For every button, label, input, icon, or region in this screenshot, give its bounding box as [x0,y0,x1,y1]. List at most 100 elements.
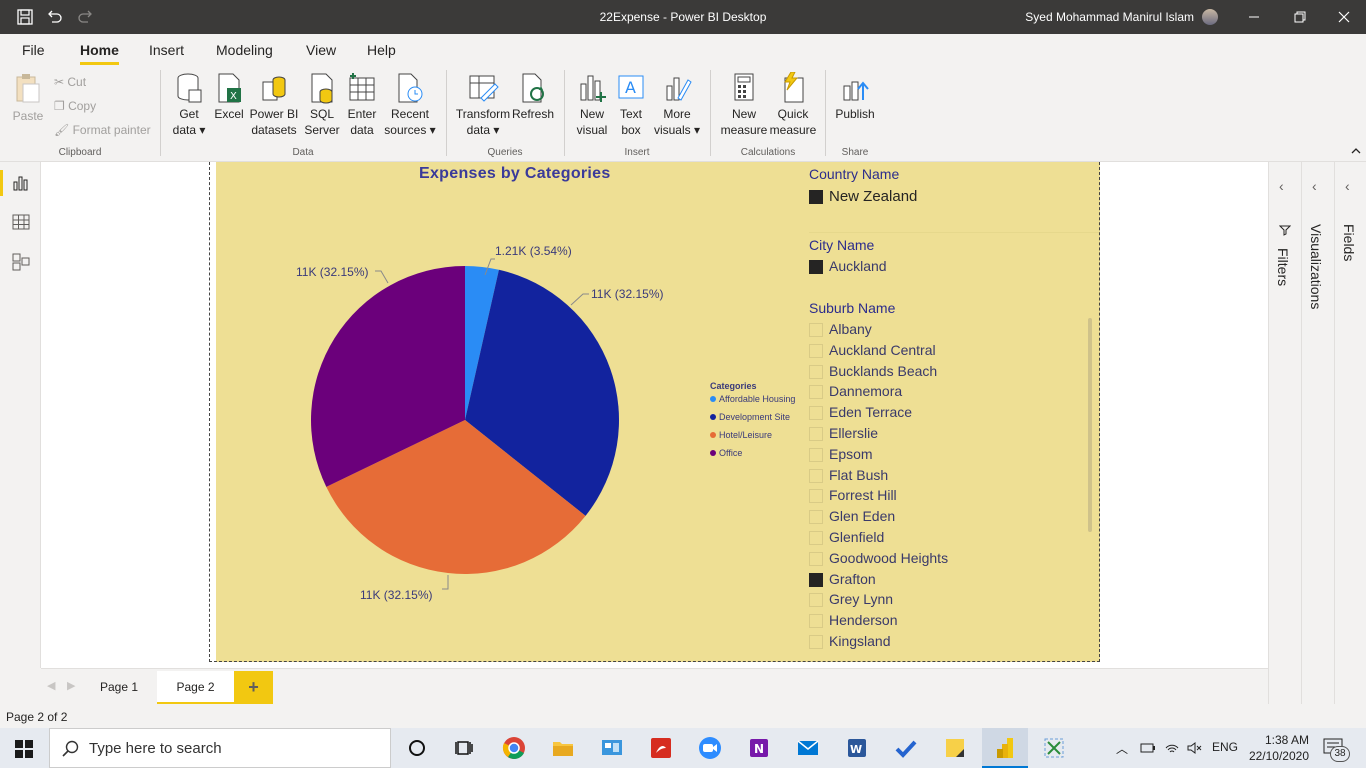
chevron-left-icon[interactable]: ‹ [1312,178,1317,194]
sticky-notes-icon[interactable] [943,736,967,760]
add-page-button[interactable]: + [234,671,273,704]
todo-icon[interactable] [894,736,918,760]
slicer-item-suburb[interactable]: Epsom [809,446,873,467]
chevron-left-icon[interactable]: ‹ [1279,178,1284,194]
slicer-item-suburb[interactable]: Grey Lynn [809,591,893,612]
publish-button[interactable]: Publish [833,72,877,122]
checkbox[interactable] [809,427,823,441]
fields-pane[interactable]: ‹ Fields [1334,162,1366,704]
slicer-item-suburb[interactable]: Dannemora [809,383,902,404]
refresh-button[interactable]: Refresh [512,72,554,122]
wifi-icon[interactable] [1164,740,1180,756]
tab-view[interactable]: View [306,42,337,58]
checkbox[interactable] [809,385,823,400]
checkbox[interactable] [809,593,823,608]
slicer-item-suburb[interactable]: Forrest Hill [809,487,897,508]
tab-file[interactable]: File [22,42,45,58]
volume-muted-icon[interactable] [1186,740,1202,756]
chevron-right-icon[interactable]: ▶ [67,680,76,692]
minimize-icon[interactable] [1246,9,1262,25]
task-view-icon[interactable] [453,736,477,760]
slicer-scrollbar[interactable] [1088,318,1092,532]
new-measure-button[interactable]: New measure [718,72,770,138]
slicer-item-suburb[interactable]: Kingsland [809,633,891,654]
legend-item[interactable]: Affordable Housing [710,394,795,412]
pie-slice-office[interactable] [310,266,465,487]
taskbar-search[interactable]: Type here to search [49,728,391,768]
power-bi-datasets-button[interactable]: Power BI datasets [248,72,300,138]
enter-data-button[interactable]: Enter data [343,72,381,138]
checkbox[interactable] [809,260,823,274]
copy-button[interactable]: ❐ Copy [54,99,97,113]
pie-slice-development-site[interactable] [465,269,619,516]
legend-item[interactable]: Office [710,448,795,466]
control-panel-icon[interactable] [600,736,624,760]
slicer-item-auckland[interactable]: Auckland [809,258,887,279]
checkbox[interactable] [809,572,823,587]
data-view-icon[interactable] [11,212,31,232]
filters-pane[interactable]: ‹ Filters [1268,162,1300,704]
slicer-item-suburb[interactable]: Bucklands Beach [809,363,937,384]
checkbox[interactable] [809,510,823,525]
cut-button[interactable]: ✂ Cut [54,75,87,89]
format-painter-button[interactable]: 🖌 Format painter [54,123,151,137]
checkbox[interactable] [809,406,823,421]
cortana-icon[interactable] [405,736,429,760]
user-name[interactable]: Syed Mohammad Manirul Islam [1025,10,1194,24]
tab-modeling[interactable]: Modeling [216,42,273,58]
checkbox[interactable] [809,635,823,649]
paste-button[interactable]: Paste [10,72,46,124]
slicer-item-suburb[interactable]: Albany [809,321,872,342]
restore-icon[interactable] [1292,9,1308,25]
slicer-item-new-zealand[interactable]: New Zealand [809,188,917,209]
report-view-icon[interactable] [11,173,31,193]
checkbox[interactable] [809,323,823,337]
visualizations-pane[interactable]: ‹ Visualizations [1301,162,1333,704]
text-box-button[interactable]: A Text box [613,72,649,138]
tab-page-1[interactable]: Page 1 [99,680,139,694]
power-bi-icon[interactable] [993,736,1017,760]
save-icon[interactable] [16,8,34,26]
checkbox[interactable] [809,531,823,545]
tab-page-2[interactable]: Page 2 [157,671,234,704]
pie-chart[interactable] [301,257,621,587]
checkbox[interactable] [809,343,823,358]
checkbox[interactable] [809,447,823,462]
acrobat-icon[interactable] [649,736,673,760]
quick-measure-button[interactable]: Quick measure [769,72,817,138]
slicer-item-suburb[interactable]: Goodwood Heights [809,550,948,571]
checkbox[interactable] [809,190,823,204]
file-explorer-icon[interactable] [551,736,575,760]
slicer-item-suburb[interactable]: Ellerslie [809,425,878,446]
more-visuals-button[interactable]: More visuals ▾ [651,72,703,138]
checkbox[interactable] [809,614,823,629]
mail-icon[interactable] [796,736,820,760]
model-view-icon[interactable] [11,252,31,272]
legend-item[interactable]: Hotel/Leisure [710,430,795,448]
slicer-item-suburb[interactable]: Eden Terrace [809,404,912,425]
checkbox[interactable] [809,551,823,566]
language-indicator[interactable]: ENG [1212,740,1239,754]
excel-button[interactable]: X Excel [212,72,246,122]
avatar[interactable] [1202,9,1218,25]
checkbox[interactable] [809,489,823,504]
slicer-item-suburb[interactable]: Henderson [809,612,898,633]
pie-slice-hotel-leisure[interactable] [326,420,586,574]
close-icon[interactable] [1336,9,1352,25]
new-visual-button[interactable]: New visual [573,72,611,138]
legend-item[interactable]: Development Site [710,412,795,430]
get-data-button[interactable]: Get data ▾ [168,72,210,138]
slicer-item-suburb[interactable]: Glenfield [809,529,884,550]
tab-insert[interactable]: Insert [149,42,185,58]
zoom-icon[interactable] [698,736,722,760]
collapse-ribbon-icon[interactable] [1350,146,1362,156]
windows-start-icon[interactable] [15,740,33,758]
chrome-icon[interactable] [502,736,526,760]
slicer-item-suburb[interactable]: Auckland Central [809,342,936,363]
undo-icon[interactable] [46,8,64,26]
sql-server-button[interactable]: SQL Server [303,72,341,138]
redo-icon[interactable] [76,8,94,26]
chevron-up-icon[interactable]: ︿ [1116,742,1129,756]
pie-slice-affordable-housing[interactable] [465,266,499,420]
checkbox[interactable] [809,468,823,483]
